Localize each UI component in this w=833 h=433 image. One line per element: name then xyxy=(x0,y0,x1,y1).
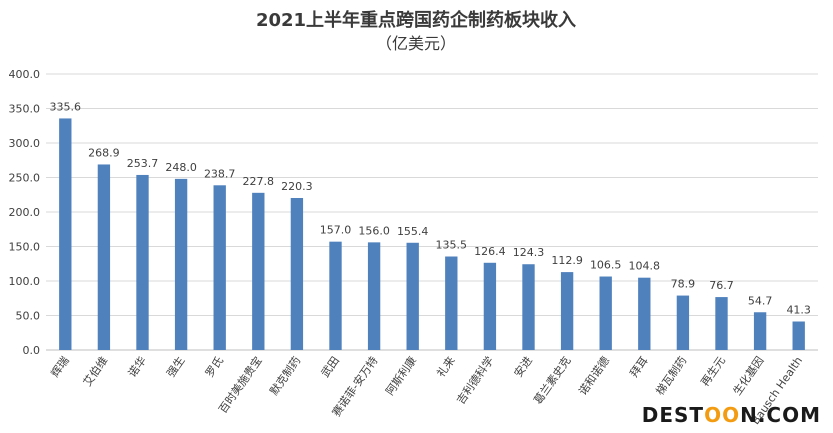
bar xyxy=(59,118,72,350)
data-label: 248.0 xyxy=(165,161,197,174)
data-label: 124.3 xyxy=(513,246,545,259)
x-tick-label: 艾伯维 xyxy=(80,354,110,389)
x-tick-label: 生化基因 xyxy=(730,354,767,398)
x-tick-label: 诺华 xyxy=(125,354,149,380)
x-tick-label: 再生元 xyxy=(698,354,728,389)
destoon-watermark: DESTOON.COM xyxy=(642,403,821,427)
bar xyxy=(676,295,690,350)
bar xyxy=(753,312,767,350)
x-tick-label: 辉瑞 xyxy=(48,354,72,380)
data-label: 54.7 xyxy=(748,294,773,307)
x-tick-label: 吉利德科学 xyxy=(453,354,496,407)
bar xyxy=(599,276,612,350)
data-label: 335.6 xyxy=(50,100,82,113)
bar xyxy=(367,242,381,350)
data-label: 227.8 xyxy=(243,175,275,188)
y-tick-label: 100.0 xyxy=(9,275,41,288)
gridlines xyxy=(46,73,818,351)
chart-title: 2021上半年重点跨国药企制药板块收入 xyxy=(256,9,576,31)
bar xyxy=(522,264,535,350)
data-label: 220.3 xyxy=(281,180,313,193)
x-tick-label: 阿斯利康 xyxy=(382,354,419,398)
data-label: 126.4 xyxy=(474,245,506,258)
watermark-prefix: DEST xyxy=(641,403,705,427)
data-label: 268.9 xyxy=(88,146,120,159)
x-tick-label: 拜耳 xyxy=(627,354,650,379)
bar xyxy=(97,164,111,350)
data-label: 41.3 xyxy=(786,304,811,317)
bar xyxy=(290,197,304,350)
y-tick-label: 200.0 xyxy=(9,206,41,219)
y-tick-label: 300.0 xyxy=(9,137,41,150)
bar xyxy=(483,262,497,350)
x-tick-label: 梯瓦制药 xyxy=(653,354,689,397)
x-tick-label: 诺和诺德 xyxy=(575,354,612,398)
bar xyxy=(560,272,574,350)
x-tick-label: 葛兰素史克 xyxy=(531,354,573,407)
bars xyxy=(59,118,805,350)
bar xyxy=(792,321,805,350)
data-label: 157.0 xyxy=(320,224,352,237)
y-axis-ticks: 0.0 50.0 100.0 150.0 200.0 250.0 300.0 350.0 400… xyxy=(9,68,41,357)
y-tick-label: 350.0 xyxy=(9,103,41,116)
bar xyxy=(715,297,728,350)
bar xyxy=(329,241,342,350)
data-label: 106.5 xyxy=(590,259,622,272)
bar xyxy=(406,242,419,350)
data-label: 253.7 xyxy=(127,157,159,170)
bar xyxy=(252,192,265,350)
chart-subtitle: （亿美元） xyxy=(376,34,456,53)
data-label: 135.5 xyxy=(436,239,468,252)
y-tick-label: 150.0 xyxy=(9,241,41,254)
watermark-oo: OO xyxy=(704,403,741,427)
bar xyxy=(136,174,149,350)
x-tick-label: 强生 xyxy=(163,354,187,380)
bar xyxy=(174,178,188,350)
data-labels: 335.6 268.9 253.7 248.0 238.7 227.8 220.3 157.0… xyxy=(50,100,811,316)
bar xyxy=(638,277,651,350)
data-label: 238.7 xyxy=(204,167,236,180)
x-tick-label: 默克制药 xyxy=(267,354,303,397)
y-tick-label: 400.0 xyxy=(9,68,41,81)
x-tick-label: 武田 xyxy=(319,354,342,379)
data-label: 112.9 xyxy=(551,254,583,267)
bar xyxy=(445,256,458,350)
x-tick-label: 礼来 xyxy=(434,354,458,380)
x-tick-label: 安进 xyxy=(511,354,535,380)
data-label: 78.9 xyxy=(671,278,696,291)
y-tick-label: 250.0 xyxy=(9,172,41,185)
x-tick-label: 罗氏 xyxy=(203,354,226,379)
data-label: 76.7 xyxy=(709,279,734,292)
y-tick-label: 0.0 xyxy=(23,344,41,357)
y-tick-label: 50.0 xyxy=(16,310,41,323)
data-label: 156.0 xyxy=(358,224,390,237)
data-label: 155.4 xyxy=(397,225,429,238)
bar xyxy=(213,185,226,350)
data-label: 104.8 xyxy=(629,260,661,273)
watermark-suffix: N.COM xyxy=(740,403,821,427)
